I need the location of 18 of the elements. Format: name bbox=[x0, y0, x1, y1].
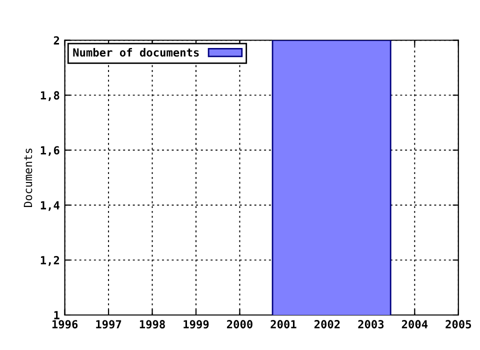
x-tick-label: 1998 bbox=[140, 320, 165, 329]
y-tick-label: 1,2 bbox=[40, 256, 60, 266]
x-tick-label: 2002 bbox=[314, 320, 340, 328]
y-tick-label: 2 bbox=[54, 36, 60, 44]
y-tick-label: 1,6 bbox=[40, 146, 60, 156]
x-tick-label: 2001 bbox=[270, 320, 296, 328]
x-tick-label: 2005 bbox=[446, 320, 472, 328]
y-tick-label: 1,4 bbox=[40, 201, 60, 211]
x-tick-label: 2000 bbox=[226, 320, 252, 328]
y-axis-title: Documents bbox=[24, 148, 32, 207]
x-tick-label: 2004 bbox=[402, 320, 428, 328]
x-tick-label: 1997 bbox=[96, 320, 122, 329]
y-tick-label: 1,8 bbox=[40, 91, 60, 101]
y-tick-label: 1 bbox=[54, 311, 60, 320]
x-tick-label: 1999 bbox=[184, 320, 209, 329]
x-tick-label: 1996 bbox=[52, 320, 78, 329]
legend-label: Number of documents bbox=[73, 48, 199, 57]
x-tick-label: 2003 bbox=[358, 320, 384, 328]
